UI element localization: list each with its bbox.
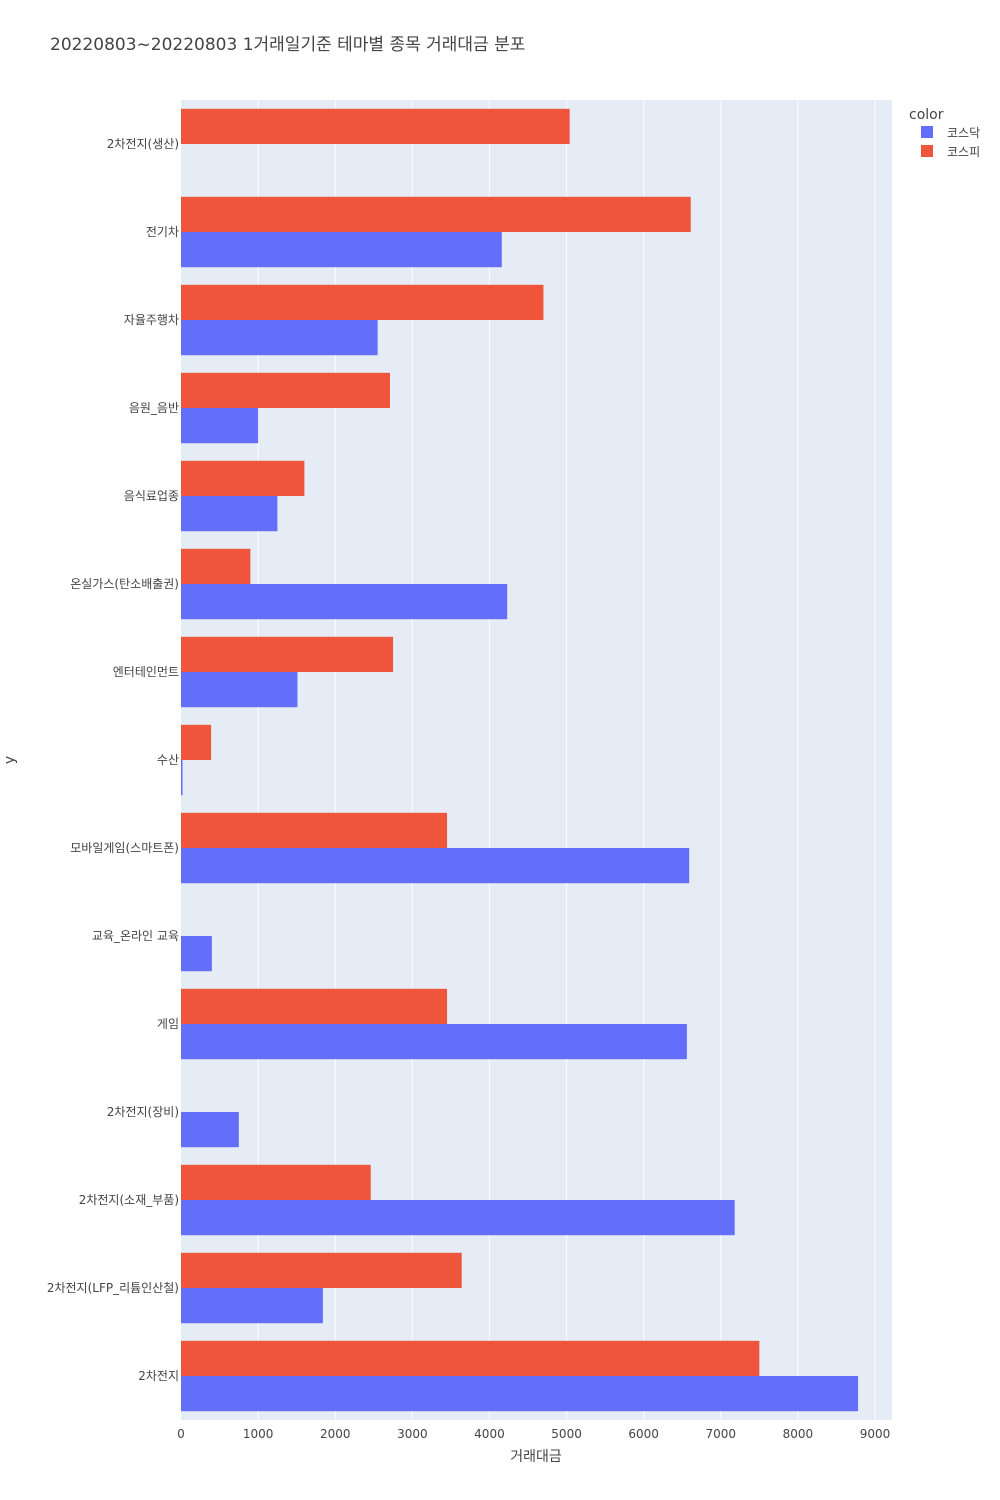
bars — [181, 108, 859, 1412]
bar[interactable] — [181, 988, 448, 1024]
bar[interactable] — [181, 584, 508, 620]
y-tick-label: 음식료업종 — [124, 489, 179, 503]
bar[interactable] — [181, 1200, 735, 1236]
y-tick-label: 2차전지(소재_부품) — [79, 1193, 179, 1207]
y-tick-label: 엔터테인먼트 — [113, 665, 179, 679]
y-tick-label: 게임 — [157, 1017, 179, 1031]
bar[interactable] — [181, 936, 212, 972]
chart-title: 20220803~20220803 1거래일기준 테마별 종목 거래대금 분포 — [50, 35, 525, 55]
y-tick-label: 수산 — [157, 753, 179, 767]
legend-label[interactable]: 코스닥 — [947, 126, 980, 140]
x-tick-label: 1000 — [243, 1427, 274, 1441]
bar[interactable] — [181, 636, 394, 672]
bar[interactable] — [181, 1376, 859, 1412]
bar[interactable] — [181, 724, 212, 760]
bar[interactable] — [181, 1288, 323, 1324]
y-tick-label: 2차전지 — [138, 1369, 179, 1383]
y-tick-label: 전기차 — [146, 225, 179, 239]
y-axis-title: y — [2, 756, 18, 764]
bar[interactable] — [181, 672, 298, 708]
bar[interactable] — [181, 548, 251, 584]
x-tick-label: 2000 — [320, 1427, 351, 1441]
bar[interactable] — [181, 408, 259, 444]
bar[interactable] — [181, 848, 690, 884]
x-tick-label: 5000 — [551, 1427, 582, 1441]
y-tick-label: 2차전지(LFP_리튬인산철) — [47, 1281, 179, 1295]
y-tick-label: 음원_음반 — [129, 401, 179, 415]
bar[interactable] — [181, 196, 691, 232]
legend-title: color — [909, 107, 944, 123]
x-tick-label: 4000 — [474, 1427, 505, 1441]
x-tick-label: 0 — [177, 1427, 185, 1441]
bar[interactable] — [181, 232, 502, 268]
legend-swatch[interactable] — [921, 145, 933, 157]
y-tick-label: 모바일게임(스마트폰) — [70, 841, 179, 855]
y-tick-label: 2차전지(생산) — [107, 137, 179, 151]
x-tick-label: 3000 — [397, 1427, 428, 1441]
bar[interactable] — [181, 1340, 760, 1376]
bar[interactable] — [181, 1164, 371, 1200]
bar[interactable] — [181, 460, 305, 496]
y-tick-label: 온실가스(탄소배출권) — [70, 577, 179, 591]
x-tick-labels: 0 1000 2000 3000 4000 5000 6000 7000 8000 9000 — [177, 1427, 890, 1441]
legend-label[interactable]: 코스피 — [947, 145, 980, 159]
bar[interactable] — [181, 284, 544, 320]
bar[interactable] — [181, 812, 448, 848]
y-tick-label: 교육_온라인 교육 — [92, 929, 179, 943]
legend-swatch[interactable] — [921, 126, 933, 138]
bar[interactable] — [181, 1252, 462, 1288]
x-tick-label: 9000 — [860, 1427, 891, 1441]
bar[interactable] — [181, 496, 278, 532]
x-tick-label: 6000 — [628, 1427, 659, 1441]
y-tick-label: 2차전지(장비) — [107, 1105, 179, 1119]
x-tick-label: 7000 — [706, 1427, 737, 1441]
bar[interactable] — [181, 108, 570, 144]
bar[interactable] — [181, 1024, 687, 1060]
bar[interactable] — [181, 372, 390, 408]
x-tick-label: 8000 — [783, 1427, 814, 1441]
bar[interactable] — [181, 320, 378, 356]
bar[interactable] — [181, 1112, 239, 1148]
y-tick-label: 자율주행차 — [124, 312, 179, 327]
x-axis-title: 거래대금 — [510, 1449, 562, 1465]
bar[interactable] — [181, 760, 183, 796]
